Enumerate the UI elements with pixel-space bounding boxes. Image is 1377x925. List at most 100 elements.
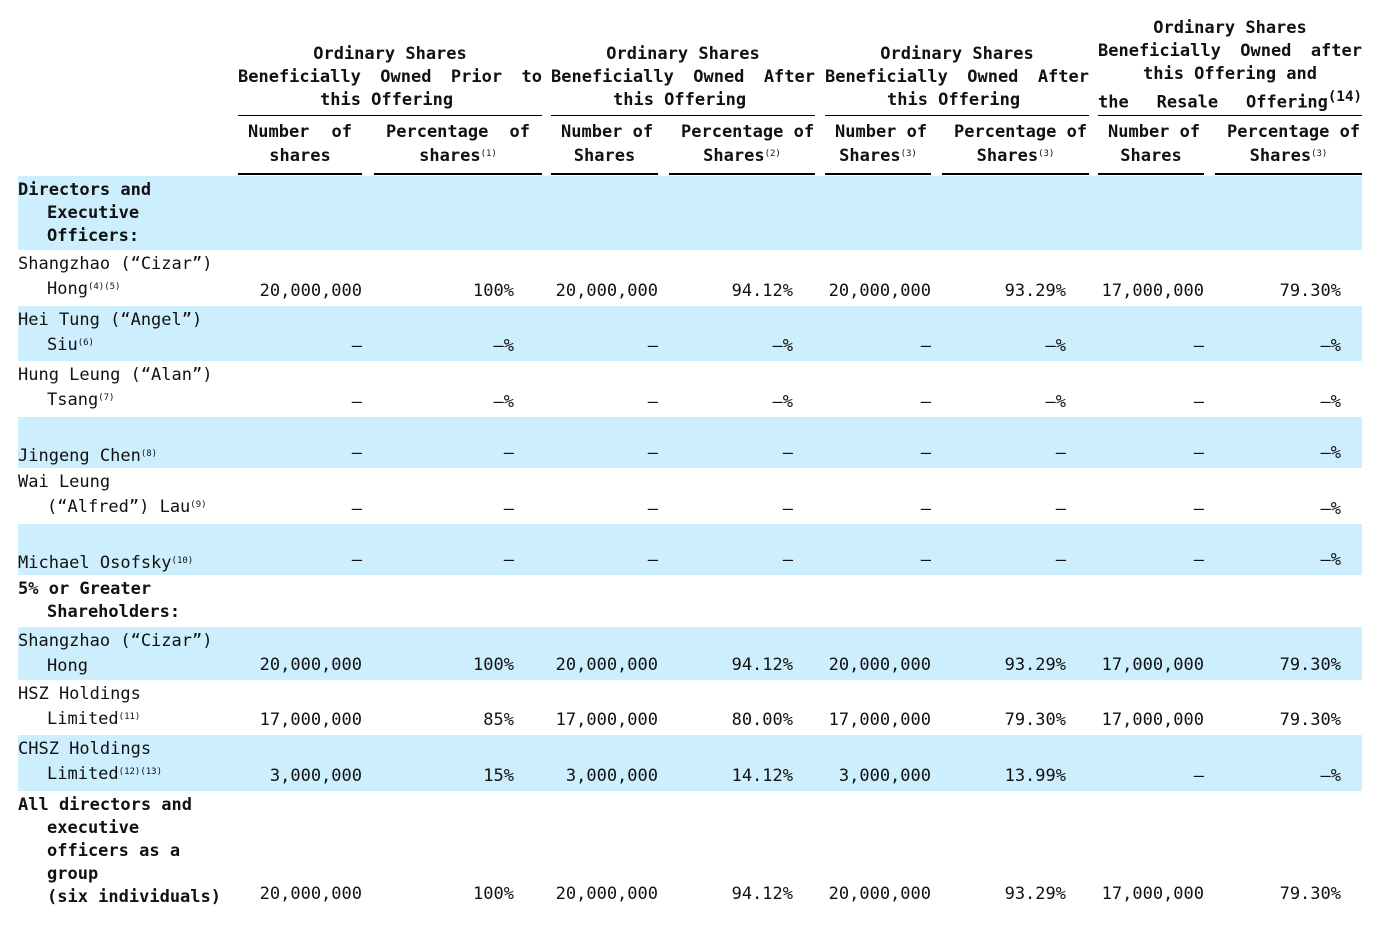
cell-value: 15% — [483, 766, 514, 786]
sub-header-line: Shares(3) — [839, 146, 917, 166]
cell-value: 17,000,000 — [555, 710, 658, 730]
column-underline — [374, 173, 542, 175]
footnote-marker: (3) — [900, 149, 917, 159]
sub-header-3: Number of Shares — [551, 120, 658, 168]
sub-header-7: Number of Shares — [1098, 120, 1204, 168]
cell-value: — — [782, 499, 793, 519]
section-row-greater — [18, 575, 1362, 627]
cell-value: —% — [493, 336, 514, 356]
sub-header-4: Percentage of Shares(2) — [669, 120, 815, 168]
cell-value: 17,000,000 — [1101, 710, 1204, 730]
row-label-line: Limited(12)(13) — [47, 764, 163, 784]
sub-header-line: Number of — [561, 122, 654, 142]
row-label-line: Shangzhao (“Cizar”) — [18, 254, 213, 274]
row-label: Hung Leung (“Alan”) Tsang(7) — [18, 363, 212, 413]
row-label-line: Wai Leung — [18, 472, 111, 492]
group-header-line: Ordinary Shares — [1153, 18, 1307, 38]
footnote-marker: (1) — [480, 149, 497, 159]
column-underline — [942, 173, 1089, 175]
row-label: Wai Leung (“Alfred”) Lau(9) — [18, 470, 207, 520]
section-label-line: All directors and — [18, 795, 192, 815]
cell-value: 17,000,000 — [828, 710, 931, 730]
column-underline — [551, 173, 658, 175]
group-header-line: this Offering — [887, 90, 1021, 110]
cell-value: 94.12% — [731, 884, 793, 904]
group-underline — [825, 115, 1089, 116]
cell-value: 17,000,000 — [259, 710, 362, 730]
sub-header-line: shares(1) — [419, 146, 497, 166]
sub-header-2: Percentage of shares(1) — [374, 120, 542, 168]
sub-header-line: Number of — [835, 122, 928, 142]
cell-value: 20,000,000 — [259, 655, 362, 675]
footnote-marker: (11) — [118, 712, 141, 722]
row-label-line: Limited(11) — [47, 709, 141, 729]
sub-header-1: Number of shares — [238, 120, 362, 168]
row-label-line: (“Alfred”) Lau(9) — [47, 497, 207, 517]
cell-value: — — [920, 392, 931, 412]
cell-value: 94.12% — [731, 281, 793, 301]
cell-value: — — [920, 336, 931, 356]
cell-value: 20,000,000 — [259, 884, 362, 904]
section-label-line: Shareholders: — [47, 602, 181, 622]
cell-value: — — [1055, 499, 1066, 519]
row-label-line: Siu(6) — [47, 335, 94, 355]
cell-value: — — [647, 550, 658, 570]
cell-value: — — [1193, 336, 1204, 356]
row-label-line: HSZ Holdings — [18, 684, 141, 704]
cell-value: —% — [772, 392, 793, 412]
cell-value: 93.29% — [1004, 281, 1066, 301]
cell-value: — — [1055, 550, 1066, 570]
column-underline — [238, 173, 362, 175]
footnote-marker: (9) — [190, 500, 207, 510]
cell-value: —% — [1045, 336, 1066, 356]
section-label-line: Officers: — [47, 226, 140, 246]
sub-header-5: Number of Shares(3) — [825, 120, 931, 168]
cell-value: — — [920, 499, 931, 519]
cell-value: — — [647, 336, 658, 356]
group-underline — [238, 115, 542, 116]
cell-value: — — [1193, 550, 1204, 570]
cell-value: — — [782, 550, 793, 570]
footnote-marker: (14) — [1327, 89, 1362, 105]
cell-value: 3,000,000 — [565, 766, 658, 786]
cell-value: — — [351, 550, 362, 570]
cell-value: — — [351, 336, 362, 356]
cell-value: — — [1055, 443, 1066, 463]
sub-header-line: Percentage of — [1227, 122, 1361, 142]
footnote-marker: (8) — [140, 449, 158, 459]
group-header-2: Ordinary Shares Beneficially Owned After t… — [551, 43, 815, 112]
section-label-directors: Directors and Executive Officers: — [18, 179, 151, 248]
section-label-line: Executive — [47, 203, 140, 223]
cell-value: 17,000,000 — [1101, 884, 1204, 904]
group-header-4: Ordinary Shares Beneficially Owned after t… — [1098, 17, 1362, 115]
cell-value: 20,000,000 — [828, 281, 931, 301]
sub-header-line: Percentage of — [954, 122, 1088, 142]
table-row — [18, 627, 1362, 680]
cell-value: 85% — [483, 710, 514, 730]
group-header-line: Ordinary Shares — [606, 44, 760, 64]
cell-value: 79.30% — [1279, 710, 1341, 730]
cell-value: — — [351, 499, 362, 519]
sub-header-line: Number of — [1108, 122, 1201, 142]
cell-value: 17,000,000 — [1101, 281, 1204, 301]
group-header-line: the Resale Offering(14) — [1098, 89, 1362, 113]
cell-value: — — [503, 443, 514, 463]
table-row — [18, 524, 1362, 575]
cell-value: 93.29% — [1004, 655, 1066, 675]
group-header-line: Beneficially Owned After — [825, 67, 1089, 87]
cell-value: — — [920, 550, 931, 570]
row-label: CHSZ Holdings Limited(12)(13) — [18, 737, 162, 787]
cell-value: — — [647, 392, 658, 412]
cell-value: — — [351, 392, 362, 412]
cell-value: — — [351, 443, 362, 463]
group-underline — [551, 115, 815, 116]
section-label-group: All directors and executive officers as a g… — [18, 794, 221, 909]
row-label: Michael Osofsky(10) — [18, 526, 193, 576]
row-label: Jingeng Chen(8) — [18, 419, 157, 469]
column-underline — [1098, 173, 1204, 175]
cell-value: 79.30% — [1279, 884, 1341, 904]
section-label-line: 5% or Greater — [18, 579, 152, 599]
row-label-line: Hei Tung (“Angel”) — [18, 310, 203, 330]
footnote-marker: (3) — [1311, 149, 1328, 159]
